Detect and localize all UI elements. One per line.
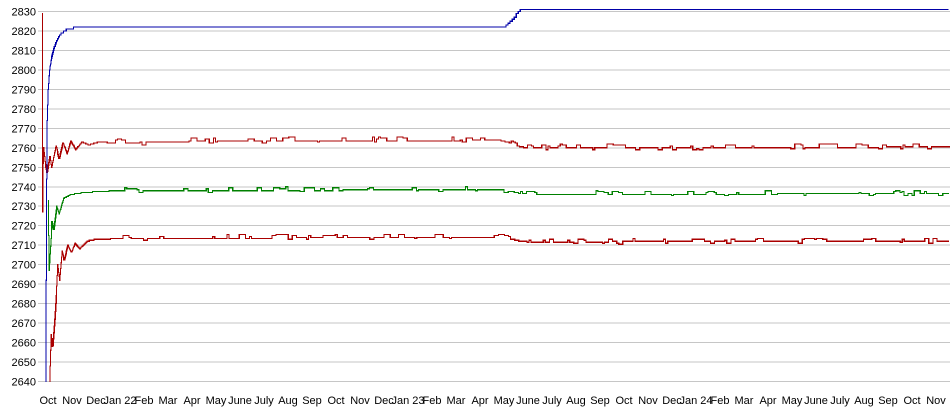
x-tick-label: Dec bbox=[86, 395, 106, 407]
y-gridlines bbox=[38, 11, 950, 382]
y-tick-label: 2720 bbox=[12, 221, 36, 233]
x-tick-label: July bbox=[254, 395, 274, 407]
series-green-line bbox=[47, 186, 949, 272]
x-tick-label: Oct bbox=[903, 395, 920, 407]
y-tick-label: 2750 bbox=[12, 162, 36, 174]
x-tick-label: Apr bbox=[471, 395, 488, 407]
x-tick-label: Jan 23 bbox=[391, 395, 424, 407]
y-tick-label: 2810 bbox=[12, 45, 36, 57]
y-tick-label: 2680 bbox=[12, 299, 36, 311]
x-tick-label: Mar bbox=[735, 395, 754, 407]
x-tick-label: Feb bbox=[135, 395, 154, 407]
y-tick-label: 2830 bbox=[12, 7, 36, 19]
y-tick-label: 2710 bbox=[12, 240, 36, 252]
x-tick-label: Dec bbox=[374, 395, 394, 407]
x-tick-label: Mar bbox=[159, 395, 178, 407]
y-tick-label: 2790 bbox=[12, 84, 36, 96]
y-tick-label: 2660 bbox=[12, 338, 36, 350]
x-tick-label: June bbox=[804, 395, 828, 407]
y-tick-label: 2700 bbox=[12, 260, 36, 272]
y-tick-label: 2780 bbox=[12, 104, 36, 116]
x-tick-label: Nov bbox=[350, 395, 370, 407]
x-tick-label: Mar bbox=[447, 395, 466, 407]
x-tick-label: Sep bbox=[590, 395, 610, 407]
y-tick-label: 2730 bbox=[12, 201, 36, 213]
x-tick-label: Apr bbox=[759, 395, 776, 407]
x-tick-label: Nov bbox=[638, 395, 658, 407]
x-tick-label: Oct bbox=[615, 395, 632, 407]
x-tick-label: Nov bbox=[926, 395, 946, 407]
x-tick-label: June bbox=[516, 395, 540, 407]
y-tick-label: 2650 bbox=[12, 357, 36, 369]
x-tick-label: Dec bbox=[662, 395, 682, 407]
x-tick-label: Aug bbox=[566, 395, 586, 407]
x-tick-label: Aug bbox=[854, 395, 874, 407]
series-red-upper-line bbox=[41, 12, 950, 213]
x-tick-label: Oct bbox=[39, 395, 56, 407]
x-tick-label: May bbox=[494, 395, 515, 407]
y-tick-label: 2690 bbox=[12, 279, 36, 291]
y-axis-labels: 2830 2820 2810 2800 2790 2780 2770 2760 2750 2740… bbox=[12, 7, 36, 389]
x-tick-label: Jan 24 bbox=[679, 395, 712, 407]
x-tick-label: June bbox=[228, 395, 252, 407]
y-tick-label: 2800 bbox=[12, 65, 36, 77]
x-tick-label: May bbox=[206, 395, 227, 407]
y-tick-label: 2760 bbox=[12, 143, 36, 155]
x-tick-label: Apr bbox=[183, 395, 200, 407]
x-tick-label: Feb bbox=[711, 395, 730, 407]
x-tick-label: Oct bbox=[327, 395, 344, 407]
x-tick-label: Aug bbox=[278, 395, 298, 407]
x-tick-label: July bbox=[542, 395, 562, 407]
x-tick-label: Jan 22 bbox=[103, 395, 136, 407]
y-tick-label: 2670 bbox=[12, 318, 36, 330]
x-tick-label: July bbox=[830, 395, 850, 407]
series-blue-line bbox=[45, 9, 949, 383]
y-tick-label: 2740 bbox=[12, 182, 36, 194]
x-tick-label: Feb bbox=[423, 395, 442, 407]
x-tick-label: May bbox=[782, 395, 803, 407]
series-lines bbox=[41, 9, 950, 383]
y-tick-label: 2640 bbox=[12, 377, 36, 389]
series-red-lower-line bbox=[49, 233, 950, 383]
y-tick-label: 2770 bbox=[12, 123, 36, 135]
x-tick-label: Sep bbox=[302, 395, 322, 407]
y-tick-label: 2820 bbox=[12, 26, 36, 38]
x-tick-label: Nov bbox=[62, 395, 82, 407]
x-tick-label: Sep bbox=[878, 395, 898, 407]
